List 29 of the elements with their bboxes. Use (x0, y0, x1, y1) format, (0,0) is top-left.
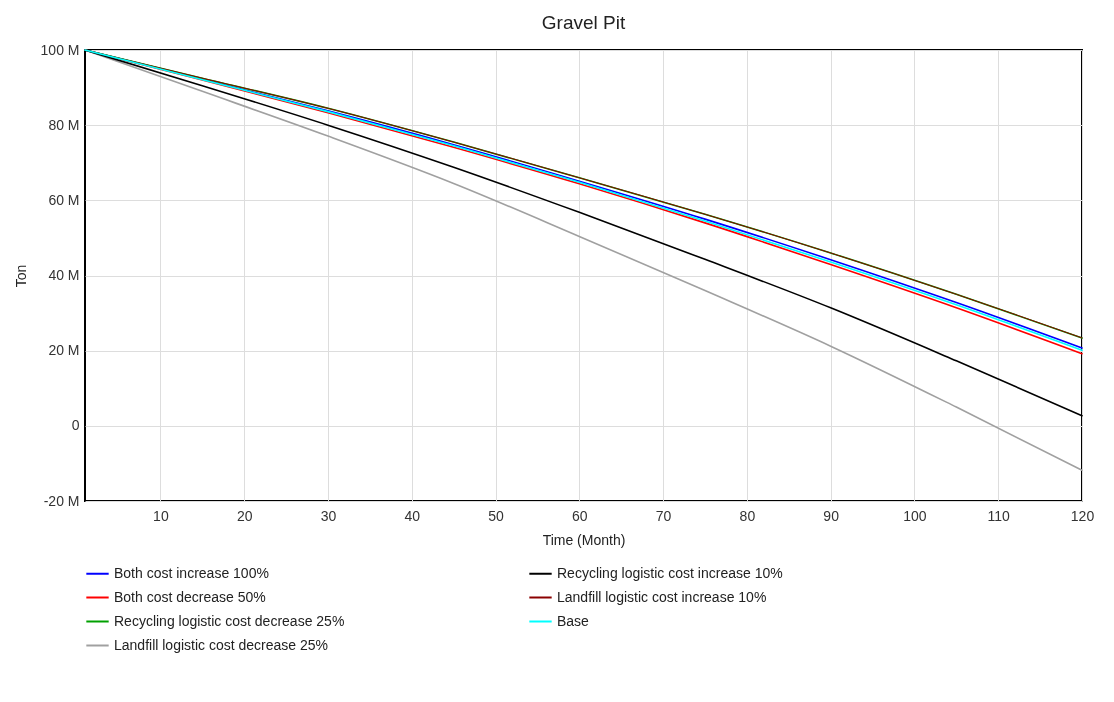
x-tick-label: 120 (1070, 507, 1095, 524)
y-tick-label: 0 (71, 417, 80, 434)
y-tick-label: 60 M (48, 191, 80, 208)
x-tick-label: 20 (236, 507, 253, 524)
x-axis-title: Time (Month) (542, 531, 626, 548)
y-tick-label: 100 M (40, 41, 80, 58)
x-tick-label: 90 (823, 507, 840, 524)
x-tick-label: 70 (655, 507, 672, 524)
x-tick-label: 50 (488, 507, 505, 524)
x-tick-label: 110 (987, 507, 1011, 524)
x-tick-label: 40 (404, 507, 421, 524)
x-tick-label: 60 (572, 507, 588, 524)
legend-label: Both cost increase 100% (114, 564, 269, 581)
legend-label: Base (557, 612, 590, 629)
y-tick-label: 40 M (48, 267, 80, 283)
legend-label: Landfill logistic cost decrease 25% (114, 636, 329, 653)
x-tick-label: 100 (903, 507, 927, 524)
x-tick-label: 30 (320, 507, 337, 524)
x-tick-label: 80 (739, 507, 756, 524)
y-tick-label: 80 M (48, 116, 80, 133)
x-tick-label: 10 (153, 507, 169, 524)
y-tick-label: -20 M (43, 492, 80, 509)
y-axis-title: Ton (12, 264, 29, 288)
y-tick-label: 20 M (48, 342, 80, 359)
chart-title: Gravel Pit (541, 12, 626, 33)
legend-label: Recycling logistic cost increase 10% (557, 564, 783, 581)
legend-label: Landfill logistic cost increase 10% (557, 588, 767, 605)
legend-label: Both cost decrease 50% (114, 588, 266, 605)
legend-label: Recycling logistic cost decrease 25% (114, 612, 345, 629)
